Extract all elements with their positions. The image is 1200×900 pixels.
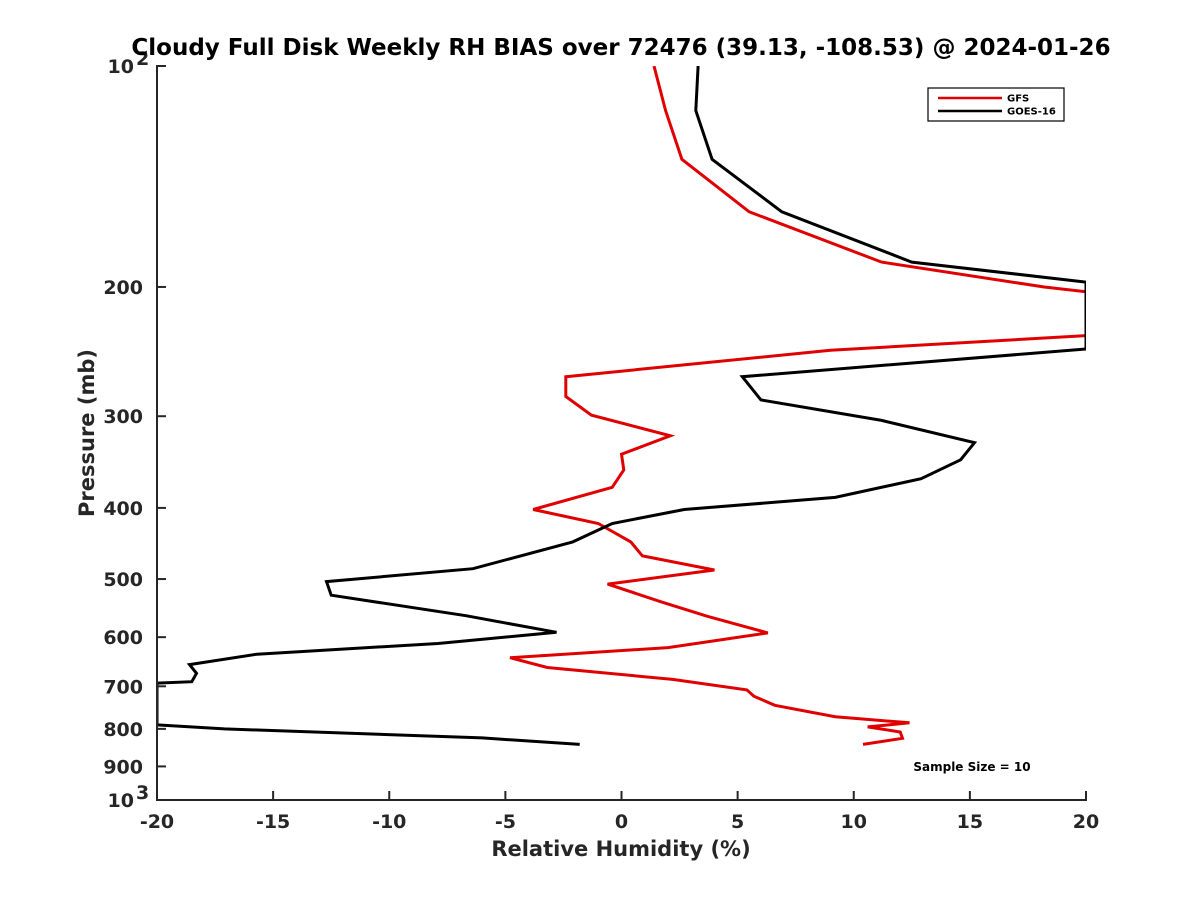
x-tick-label: 15 xyxy=(957,811,983,833)
y-tick-label: 900 xyxy=(103,756,143,778)
y-tick-label: 400 xyxy=(103,498,143,520)
series-line-goes16 xyxy=(157,66,1086,746)
x-axis-label: Relative Humidity (%) xyxy=(491,837,750,861)
y-axis-label: Pressure (mb) xyxy=(75,349,99,517)
x-tick-label: 20 xyxy=(1073,811,1099,833)
y-tick-exponent: 2 xyxy=(136,48,149,70)
x-tick-label: -10 xyxy=(372,811,406,833)
x-tick-label: 0 xyxy=(615,811,628,833)
legend: GFS GOES-16 xyxy=(927,87,1065,122)
y-tick-label: 500 xyxy=(103,569,143,591)
chart-title: Cloudy Full Disk Weekly RH BIAS over 724… xyxy=(131,35,1110,61)
y-tick-label: 700 xyxy=(103,676,143,698)
y-tick-label: 10 xyxy=(108,56,134,78)
y-tick-label: 600 xyxy=(103,627,143,649)
plot-area-bg xyxy=(157,66,1086,800)
y-tick-exponent: 3 xyxy=(136,782,149,804)
y-tick-label: 300 xyxy=(103,406,143,428)
series-layer xyxy=(157,66,1086,746)
x-tick-label: -5 xyxy=(495,811,516,833)
y-tick-label: 200 xyxy=(103,277,143,299)
x-axis-ticks: -20 -15 -10 -5 0 5 10 15 20 xyxy=(140,791,1099,833)
legend-entry-gfs: GFS xyxy=(1007,94,1029,105)
y-tick-label: 800 xyxy=(103,719,143,741)
x-tick-label: -20 xyxy=(140,811,174,833)
x-tick-label: 10 xyxy=(841,811,867,833)
y-tick-label: 10 xyxy=(108,790,134,812)
legend-entry-goes16: GOES-16 xyxy=(1007,107,1056,118)
legend-box xyxy=(927,87,1065,122)
sample-size-annotation: Sample Size = 10 xyxy=(913,760,1030,774)
x-tick-label: -15 xyxy=(256,811,290,833)
series-line-gfs xyxy=(509,66,1086,746)
x-tick-label: 5 xyxy=(731,811,744,833)
